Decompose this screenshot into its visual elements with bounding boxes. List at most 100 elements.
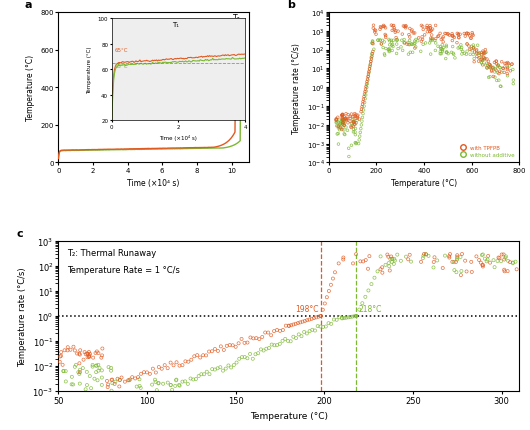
Point (509, 260, 517, 267)
Point (385, 42, 394, 49)
Point (378, 38, 387, 45)
Point (89, 354, 98, 361)
Point (464, 31, 472, 38)
Point (338, 117, 347, 124)
Point (333, 114, 342, 121)
Point (452, 269, 461, 276)
Point (368, 51, 377, 58)
Point (104, 364, 113, 371)
Point (481, 255, 489, 262)
Point (478, 252, 486, 259)
Point (56, 353, 64, 360)
Point (146, 371, 154, 378)
Point (367, 56, 376, 63)
Point (339, 117, 347, 123)
Point (463, 42, 471, 49)
Point (490, 69, 499, 76)
Point (379, 45, 387, 52)
Point (249, 356, 257, 362)
Point (404, 42, 413, 49)
Point (442, 31, 450, 38)
Point (355, 137, 364, 144)
Point (261, 329, 269, 336)
Point (486, 62, 494, 69)
Point (427, 36, 435, 43)
Point (445, 253, 454, 260)
Point (94, 367, 103, 374)
Point (296, 319, 305, 326)
Point (500, 64, 509, 71)
Point (70, 363, 79, 370)
Point (503, 71, 511, 78)
Point (59, 368, 68, 375)
Text: 650°C: 650°C (219, 41, 241, 47)
Point (205, 371, 214, 378)
Point (370, 28, 379, 34)
Point (390, 27, 399, 34)
Point (407, 41, 416, 48)
Point (339, 119, 348, 126)
Point (380, 51, 388, 58)
Point (385, 263, 393, 270)
Text: T₂: Thermal Runaway: T₂: Thermal Runaway (67, 249, 157, 258)
Point (476, 260, 485, 267)
Point (107, 365, 116, 372)
Point (455, 35, 463, 42)
Point (223, 343, 231, 350)
Point (408, 28, 416, 34)
Point (393, 252, 402, 258)
Point (108, 376, 117, 383)
Point (81, 349, 89, 356)
Point (361, 92, 370, 99)
Point (429, 264, 438, 271)
Point (342, 117, 350, 123)
Point (393, 37, 401, 44)
Point (402, 24, 410, 31)
Point (417, 39, 426, 46)
Point (107, 387, 116, 394)
Point (404, 256, 412, 263)
Point (232, 359, 241, 366)
Point (224, 362, 233, 369)
Point (208, 348, 216, 355)
Point (344, 145, 353, 152)
Point (98, 367, 106, 374)
Point (376, 266, 385, 273)
Point (418, 34, 426, 41)
Point (93, 348, 101, 355)
Legend: with TPFPB, without additive: with TPFPB, without additive (455, 143, 517, 160)
Point (84, 350, 92, 357)
Point (85, 354, 93, 361)
Point (184, 359, 192, 366)
Point (85, 353, 93, 360)
Point (400, 40, 408, 47)
Point (364, 266, 372, 273)
Point (410, 41, 419, 48)
Point (97, 354, 105, 361)
Point (486, 64, 494, 71)
Point (444, 31, 452, 38)
Point (411, 44, 420, 51)
Point (334, 123, 342, 130)
Point (332, 117, 341, 124)
Point (378, 264, 386, 271)
Point (98, 345, 107, 352)
Point (360, 104, 368, 111)
Point (500, 267, 508, 273)
Point (491, 66, 500, 73)
Point (483, 65, 491, 72)
Point (113, 375, 122, 382)
Point (190, 353, 199, 360)
Point (57, 349, 65, 356)
Point (183, 381, 192, 387)
Point (363, 85, 371, 92)
Point (98, 374, 106, 381)
Point (405, 252, 414, 258)
Point (89, 362, 97, 369)
Point (499, 66, 508, 73)
Point (405, 38, 414, 45)
Point (80, 356, 88, 363)
Point (483, 257, 492, 264)
Point (72, 362, 80, 369)
Point (344, 154, 353, 160)
